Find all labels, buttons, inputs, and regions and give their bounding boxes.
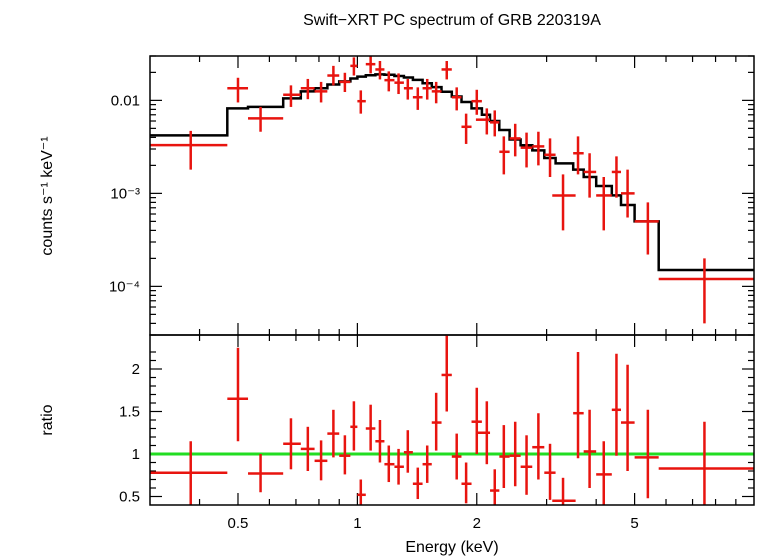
ratio-data-point — [499, 425, 510, 488]
spectrum-data-point — [573, 136, 584, 175]
spectrum-data-point — [365, 56, 376, 74]
ratio-data-point — [384, 445, 395, 483]
spectrum-data-point — [314, 81, 328, 103]
spectrum-data-point — [475, 108, 491, 135]
spectrum-data-point — [520, 132, 533, 168]
spectrum-data-point — [150, 130, 228, 170]
spectrum-data-point — [451, 87, 462, 111]
ratio-y-tick-label: 0.5 — [119, 489, 140, 506]
spectrum-data-point — [552, 174, 576, 231]
spectrum-y-axis-label: counts s⁻¹ keV⁻¹ — [39, 136, 56, 255]
spectrum-data-point — [283, 85, 301, 107]
ratio-data-point — [520, 435, 533, 495]
ratio-data-point — [365, 404, 376, 451]
ratio-data-point — [461, 462, 472, 504]
spectrum-data-point — [300, 78, 315, 100]
ratio-data-point — [475, 401, 491, 465]
spectrum-y-tick-label: 0.01 — [111, 92, 140, 109]
spectrum-data-point — [620, 169, 635, 218]
ratio-data-point — [350, 401, 358, 451]
ratio-data-point — [471, 387, 482, 454]
ratio-data-point — [634, 409, 659, 499]
spectrum-data-point — [339, 72, 351, 93]
ratio-data-point — [150, 441, 228, 505]
model-step-line — [150, 73, 754, 272]
spectrum-data-point — [471, 89, 482, 115]
spectrum-data-point — [227, 77, 249, 103]
ratio-data-point — [248, 454, 284, 493]
x-tick-label: 2 — [473, 515, 481, 532]
spectrum-data-point — [394, 73, 404, 95]
spectrum-y-tick-label: 10⁻⁴ — [109, 278, 140, 295]
ratio-data-point — [441, 335, 452, 412]
ratio-y-tick-label: 1.5 — [119, 404, 140, 421]
ratio-data-point — [451, 433, 462, 480]
ratio-data-point — [509, 421, 521, 487]
ratio-data-point — [403, 430, 413, 473]
ratio-data-point — [422, 445, 432, 483]
spectrum-y-tick-label: 10⁻³ — [110, 185, 140, 202]
ratio-data-point — [611, 353, 621, 456]
spectrum-data-point — [403, 78, 413, 100]
ratio-y-tick-label: 2 — [132, 361, 140, 378]
ratio-data-point — [283, 418, 301, 470]
spectrum-data-point — [384, 71, 395, 92]
ratio-data-point — [394, 448, 404, 485]
spectrum-data-point — [596, 176, 612, 231]
ratio-data-point — [327, 409, 340, 458]
ratio-data-point — [412, 467, 423, 500]
x-tick-label: 1 — [353, 515, 361, 532]
spectrum-data-point — [461, 113, 472, 144]
spectrum-data-point — [658, 258, 754, 324]
spectrum-data-point — [375, 61, 385, 80]
ratio-data-point — [375, 420, 385, 463]
spectrum-data-point — [634, 202, 659, 255]
spectrum-panel: 0.01 10⁻³ 10⁻⁴ — [109, 55, 755, 336]
ratio-data-point — [490, 469, 500, 505]
spectrum-data-point — [327, 65, 340, 86]
spectrum-data-point — [422, 78, 432, 100]
ratio-data-point — [314, 440, 328, 481]
spectrum-data-point — [431, 81, 442, 104]
spectrum-data-point — [509, 123, 521, 157]
x-axis-label: Energy (keV) — [405, 539, 498, 556]
spectrum-data-point — [412, 87, 423, 110]
ratio-data-point — [620, 364, 635, 471]
ratio-data-point — [583, 409, 597, 488]
x-tick-label: 5 — [630, 515, 638, 532]
ratio-data-point — [339, 435, 351, 475]
spectrum-data-point — [544, 138, 556, 177]
spectrum-data-point — [532, 131, 545, 166]
spectrum-data-point — [611, 156, 621, 198]
spectrum-data-point — [248, 106, 284, 132]
spectrum-data-point — [499, 136, 510, 175]
spectrum-data-point — [357, 90, 366, 114]
spectrum-data-point — [583, 153, 597, 198]
ratio-data-point — [300, 426, 315, 471]
x-tick-label: 0.5 — [228, 515, 249, 532]
spectrum-data-point — [441, 61, 452, 80]
ratio-data-point — [431, 392, 442, 451]
ratio-data-point — [357, 479, 366, 505]
ratio-data-point — [658, 421, 754, 505]
ratio-data-point — [227, 347, 249, 442]
ratio-y-axis-label: ratio — [39, 404, 56, 435]
ratio-data-point — [544, 443, 556, 500]
spectrum-data-point — [490, 110, 500, 137]
ratio-panel: 0.5 1 2 5 0.5 1 1.5 2 — [119, 334, 755, 532]
chart-title: Swift−XRT PC spectrum of GRB 220319A — [303, 12, 601, 29]
ratio-data-point — [596, 441, 612, 505]
ratio-plot-frame — [149, 334, 755, 506]
ratio-data-point — [532, 413, 545, 480]
ratio-y-tick-label: 1 — [132, 446, 140, 463]
ratio-data-point — [552, 477, 576, 505]
ratio-data-point — [573, 352, 584, 459]
spectrum-data-point — [350, 57, 358, 76]
